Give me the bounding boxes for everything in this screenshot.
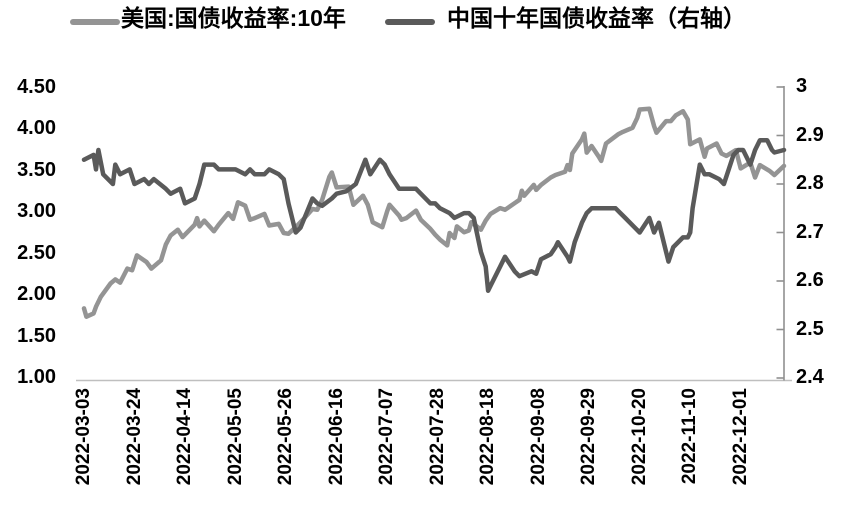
left-y-tick-label: 1.50 — [17, 324, 56, 347]
right-y-tick-label: 2.7 — [796, 220, 824, 243]
left-y-tick-label: 4.50 — [17, 76, 56, 98]
right-y-tick-label: 2.4 — [796, 366, 824, 388]
china-series-swatch-icon — [385, 19, 435, 25]
left-y-tick-label: 1.00 — [17, 366, 56, 388]
x-tick-label: 2022-07-28 — [426, 388, 448, 486]
right-y-tick-label: 3 — [796, 75, 808, 97]
x-tick-label: 2022-10-20 — [628, 388, 650, 486]
x-tick-label: 2022-03-24 — [123, 388, 145, 486]
right-y-tick-label: 2.9 — [796, 123, 824, 146]
series-line-1 — [81, 138, 787, 293]
series-line-0 — [81, 106, 787, 319]
x-tick-label: 2022-06-16 — [325, 388, 347, 486]
x-tick-label: 2022-11-10 — [679, 388, 701, 485]
left-y-tick-label: 4.00 — [17, 117, 56, 140]
x-tick-label: 2022-05-05 — [224, 388, 246, 486]
left-y-tick-label: 3.00 — [17, 200, 56, 223]
x-tick-label: 2022-07-07 — [376, 388, 398, 486]
right-y-tick-label: 2.6 — [796, 269, 824, 291]
left-y-tick-label: 2.00 — [17, 283, 56, 306]
x-tick-label: 2022-03-03 — [73, 388, 94, 486]
right-y-tick-label: 2.5 — [796, 317, 824, 340]
x-tick-label: 2022-08-18 — [477, 388, 499, 486]
x-tick-label: 2022-09-29 — [578, 388, 600, 486]
left-y-tick-label: 3.50 — [17, 158, 56, 181]
us-series-swatch-icon — [70, 19, 120, 25]
left-y-tick-label: 2.50 — [17, 241, 56, 264]
x-tick-label: 2022-12-01 — [729, 388, 751, 486]
x-tick-label: 2022-05-26 — [275, 388, 297, 486]
x-tick-label: 2022-09-08 — [527, 388, 549, 486]
china-series-legend-label: 中国十年国债收益率（右轴） — [447, 5, 746, 31]
right-y-tick-label: 2.8 — [796, 172, 824, 194]
us-series-legend-label: 美国:国债收益率:10年 — [121, 5, 346, 31]
x-tick-label: 2022-04-14 — [174, 388, 196, 486]
